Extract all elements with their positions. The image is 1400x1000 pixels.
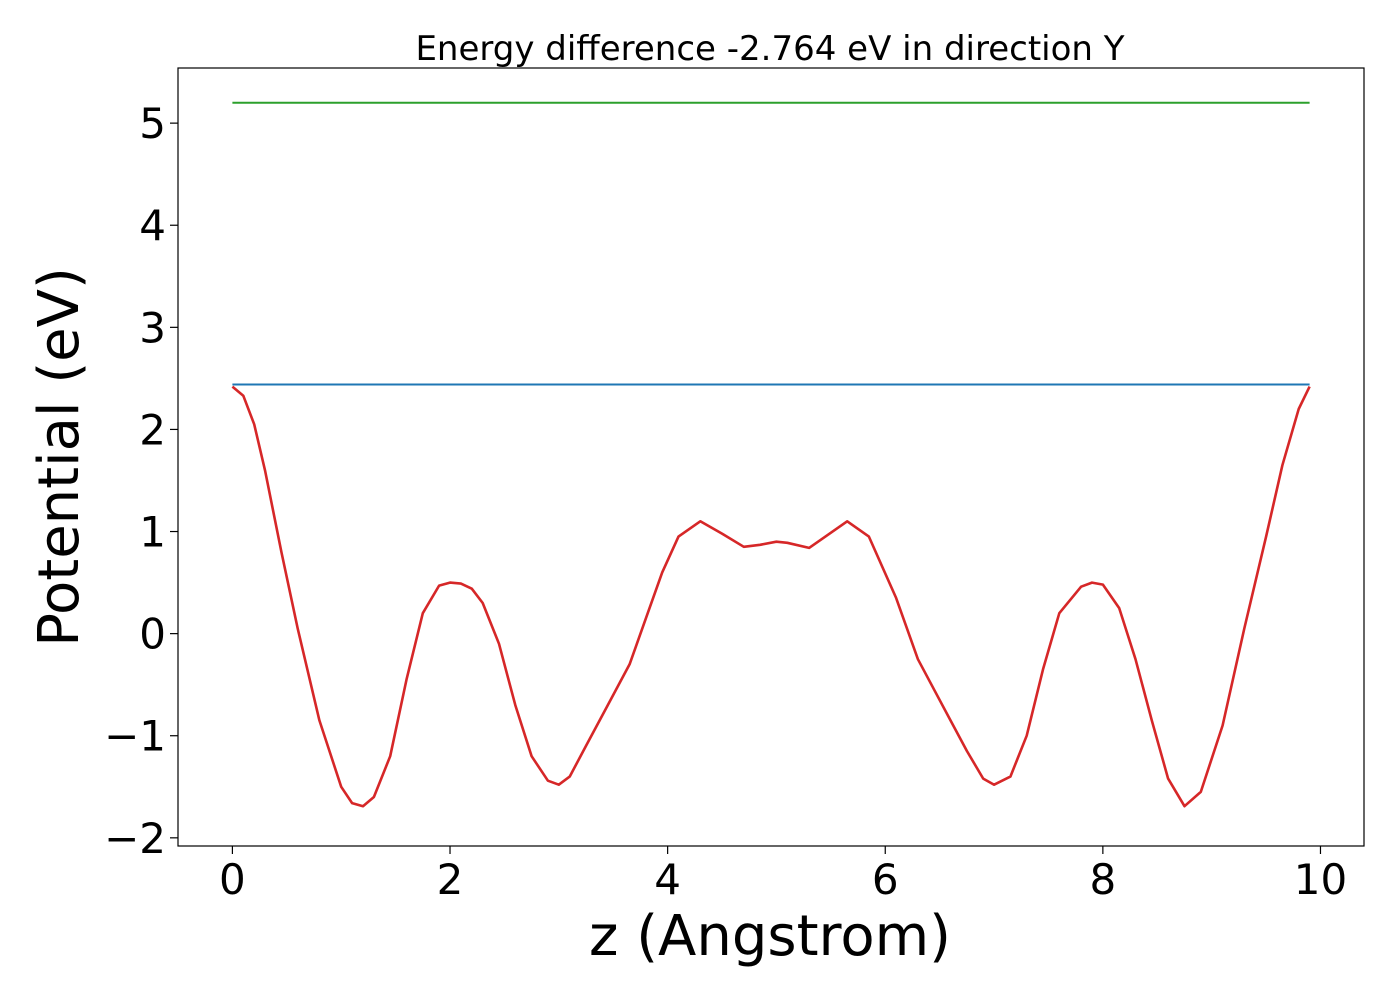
y-tick-label: −2	[104, 814, 166, 863]
x-tick-label: 8	[1089, 855, 1116, 904]
y-tick-label: 4	[139, 201, 166, 250]
x-tick-label: 6	[872, 855, 899, 904]
series-layer	[231, 101, 1311, 808]
y-tick-label: 3	[139, 303, 166, 352]
x-tick-label: 0	[219, 855, 246, 904]
y-axis: −2 −1 0 1 2 3 4 5	[104, 99, 178, 863]
y-tick-label: −1	[104, 712, 166, 761]
x-tick-label: 4	[654, 855, 681, 904]
y-tick-label: 0	[139, 610, 166, 659]
series-line-3	[231, 385, 1311, 808]
y-tick-label: 5	[139, 99, 166, 148]
x-tick-label: 2	[437, 855, 464, 904]
y-tick-label: 2	[139, 405, 166, 454]
y-tick-label: 1	[139, 508, 166, 557]
x-axis: 0 2 4 6 8 10	[219, 846, 1347, 904]
x-axis-label: z (Angstrom)	[589, 904, 951, 969]
x-tick-label: 10	[1294, 855, 1347, 904]
chart-title: Energy difference -2.764 eV in direction…	[415, 29, 1124, 69]
plot-area-frame	[177, 67, 1365, 847]
y-axis-label: Potential (eV)	[27, 267, 92, 647]
